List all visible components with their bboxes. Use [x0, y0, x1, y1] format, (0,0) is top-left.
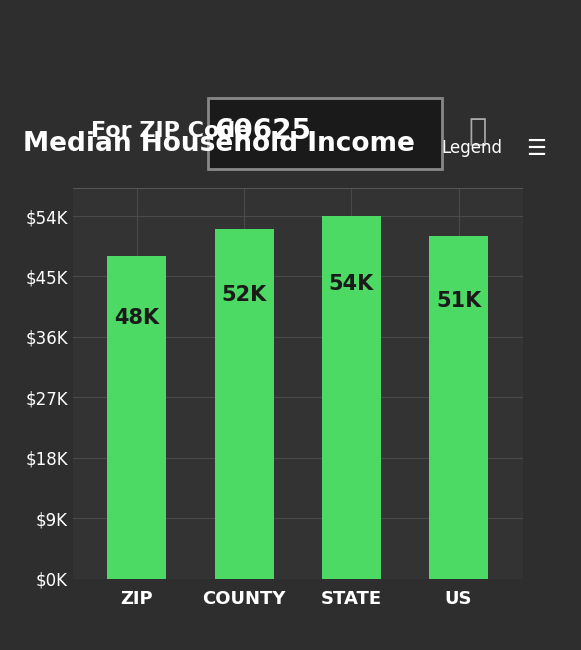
Text: 54K: 54K — [329, 274, 374, 294]
Text: 51K: 51K — [436, 291, 481, 311]
Text: 52K: 52K — [221, 285, 267, 306]
Text: 60625: 60625 — [214, 118, 311, 146]
Text: For ZIP Code: For ZIP Code — [91, 122, 250, 142]
Text: ☰: ☰ — [526, 139, 546, 159]
Bar — [214, 229, 274, 578]
Bar — [107, 256, 166, 578]
Bar — [429, 236, 488, 578]
Text: 48K: 48K — [114, 308, 160, 328]
Text: ⌕: ⌕ — [469, 117, 487, 146]
Text: Median Household Income: Median Household Income — [23, 131, 415, 157]
FancyBboxPatch shape — [208, 98, 442, 169]
Bar — [322, 216, 381, 578]
Text: Legend: Legend — [442, 139, 503, 157]
